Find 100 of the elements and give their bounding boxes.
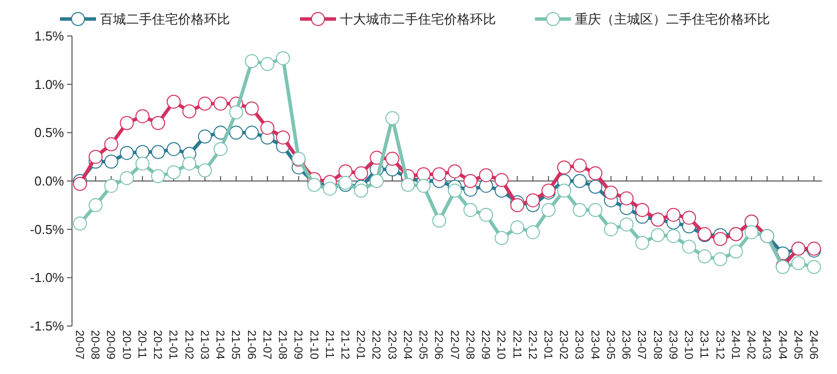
point bbox=[135, 156, 150, 171]
point bbox=[588, 203, 602, 217]
y-tick-label: 1.0% bbox=[34, 76, 64, 92]
point bbox=[88, 198, 103, 212]
point bbox=[432, 167, 446, 182]
point bbox=[494, 173, 509, 188]
x-tick-label: 21-03 bbox=[198, 330, 210, 360]
x-tick-label: 20-09 bbox=[104, 330, 116, 360]
point bbox=[448, 184, 462, 198]
point bbox=[416, 178, 431, 193]
point bbox=[104, 178, 118, 193]
point bbox=[542, 203, 556, 217]
point bbox=[713, 232, 728, 246]
point bbox=[557, 184, 572, 198]
x-tick-label: 22-08 bbox=[463, 330, 476, 360]
point bbox=[244, 102, 259, 116]
point bbox=[73, 216, 87, 231]
point bbox=[120, 116, 134, 130]
x-tick-label: 23-04 bbox=[588, 330, 600, 360]
point bbox=[151, 169, 166, 184]
point bbox=[400, 178, 415, 192]
legend-label: 百城二手住宅价格环比 bbox=[100, 12, 230, 27]
point bbox=[322, 182, 337, 196]
point bbox=[182, 104, 196, 118]
x-tick-label: 22-03 bbox=[385, 330, 398, 360]
x-tick-label: 20-07 bbox=[73, 330, 85, 360]
point bbox=[244, 126, 259, 140]
point bbox=[198, 130, 212, 144]
point bbox=[526, 193, 540, 208]
x-tick-label: 21-08 bbox=[276, 330, 288, 360]
y-tick-label: -1.5% bbox=[30, 318, 64, 334]
point bbox=[214, 142, 228, 156]
legend-label: 十大城市二手住宅价格环比 bbox=[340, 12, 496, 27]
point bbox=[182, 156, 196, 171]
point bbox=[120, 171, 134, 186]
point bbox=[728, 244, 743, 259]
y-tick-label: -1.0% bbox=[30, 270, 64, 286]
point bbox=[510, 198, 524, 212]
x-tick-label: 22-02 bbox=[370, 330, 382, 360]
point bbox=[276, 130, 290, 144]
x-tick-label: 21-09 bbox=[292, 330, 304, 360]
point bbox=[370, 174, 384, 188]
x-tick-label: 23-09 bbox=[666, 330, 678, 360]
point bbox=[463, 174, 478, 188]
point bbox=[244, 54, 259, 68]
point bbox=[604, 222, 618, 236]
point bbox=[557, 160, 572, 174]
point bbox=[682, 210, 696, 225]
point bbox=[104, 137, 118, 152]
legend-label: 重庆（主城区）二手住宅价格环比 bbox=[575, 12, 770, 27]
x-tick-label: 21-01 bbox=[166, 330, 179, 360]
x-tick-label: 21-07 bbox=[260, 330, 272, 360]
point bbox=[214, 126, 228, 140]
x-tick-label: 24-04 bbox=[776, 330, 788, 360]
x-tick-label: 22-10 bbox=[494, 330, 507, 360]
point bbox=[572, 158, 587, 173]
point bbox=[572, 174, 587, 188]
point bbox=[73, 176, 87, 191]
point bbox=[104, 154, 118, 169]
x-tick-label: 23-02 bbox=[557, 330, 570, 360]
x-tick-label: 23-11 bbox=[698, 330, 710, 359]
point bbox=[620, 191, 634, 206]
x-tick-label: 22-07 bbox=[448, 330, 460, 360]
point bbox=[260, 57, 274, 72]
x-tick-label: 23-12 bbox=[713, 330, 726, 360]
point bbox=[620, 218, 634, 232]
x-tick-label: 21-02 bbox=[182, 330, 194, 360]
point bbox=[448, 164, 462, 178]
point bbox=[416, 167, 431, 182]
x-tick-label: 21-12 bbox=[338, 330, 350, 360]
point bbox=[807, 260, 821, 274]
point bbox=[463, 203, 478, 217]
x-tick-label: 24-06 bbox=[807, 330, 819, 360]
point bbox=[635, 203, 650, 217]
x-tick-label: 20-12 bbox=[151, 330, 164, 360]
x-tick-label: 22-06 bbox=[432, 330, 444, 360]
point bbox=[682, 240, 696, 254]
point bbox=[650, 228, 665, 242]
x-tick-label: 21-04 bbox=[214, 330, 226, 360]
point bbox=[494, 231, 509, 246]
point bbox=[666, 208, 680, 222]
point bbox=[479, 168, 494, 182]
point bbox=[588, 166, 602, 180]
point bbox=[198, 163, 212, 178]
point bbox=[385, 152, 400, 166]
x-tick-label: 24-05 bbox=[791, 330, 804, 360]
point bbox=[166, 94, 181, 109]
point bbox=[510, 220, 524, 234]
x-tick-label: 20-10 bbox=[120, 330, 132, 360]
x-tick-label: 23-01 bbox=[542, 330, 554, 360]
point bbox=[229, 126, 244, 140]
x-tick-label: 22-05 bbox=[416, 330, 429, 360]
point bbox=[572, 203, 587, 217]
point bbox=[260, 120, 274, 135]
point bbox=[151, 145, 166, 159]
x-tick-label: 23-07 bbox=[635, 330, 648, 360]
point bbox=[666, 229, 680, 244]
point bbox=[135, 145, 150, 159]
point bbox=[354, 184, 368, 198]
x-tick-label: 21-10 bbox=[307, 330, 320, 360]
